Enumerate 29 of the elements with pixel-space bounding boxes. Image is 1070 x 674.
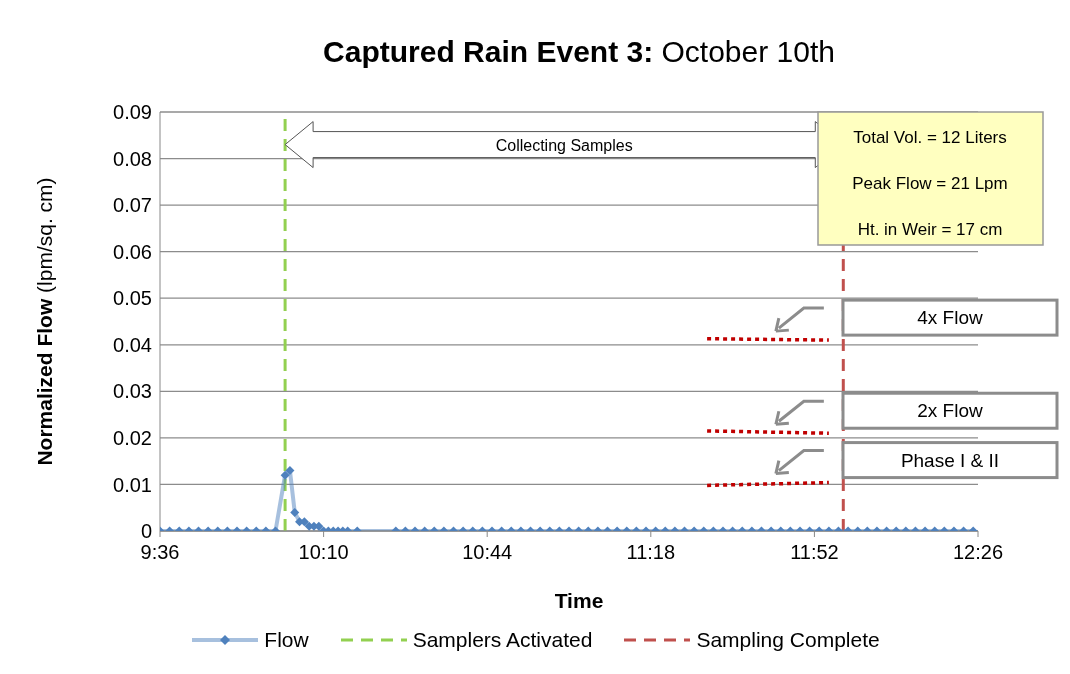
x-axis-title: Time <box>554 589 604 612</box>
y-axis-title: Normalized Flow (lpm/sq. cm) <box>33 177 56 466</box>
y-tick-label: 0.03 <box>113 380 152 403</box>
y-tick-label: 0.01 <box>113 473 152 496</box>
legend-label: Flow <box>264 628 309 652</box>
y-tick-label: 0.09 <box>113 101 152 124</box>
annotation: 2x Flow <box>917 400 984 422</box>
y-tick-label: 0.07 <box>113 194 152 217</box>
annotation: Total Vol. = 12 Liters <box>853 128 1007 147</box>
annotation: 4x Flow <box>917 307 984 329</box>
y-tick-label: 0.02 <box>113 426 152 449</box>
y-tick-label: 0.04 <box>113 333 152 356</box>
x-tick-label: 9:36 <box>140 541 180 564</box>
x-tick-label: 10:44 <box>462 541 513 564</box>
legend-label: Sampling Complete <box>696 628 880 652</box>
annotation: Phase I & II <box>900 449 1000 471</box>
x-tick-label: 11:52 <box>790 541 839 564</box>
x-tick-label: 10:10 <box>298 541 349 564</box>
y-tick-label: 0.06 <box>113 240 152 263</box>
y-tick-label: 0.08 <box>113 147 152 170</box>
y-tick-label: 0 <box>140 520 152 543</box>
annotation: Peak Flow = 21 Lpm <box>852 174 1008 193</box>
chart-title: Captured Rain Event 3: October 10th <box>323 35 835 68</box>
annotation: Collecting Samples <box>495 136 633 154</box>
x-tick-label: 12:26 <box>952 541 1004 564</box>
y-tick-label: 0.05 <box>113 287 152 310</box>
legend-label: Samplers Activated <box>412 628 593 652</box>
x-tick-label: 11:18 <box>626 541 676 564</box>
annotation: Ht. in Weir = 17 cm <box>857 220 1003 239</box>
